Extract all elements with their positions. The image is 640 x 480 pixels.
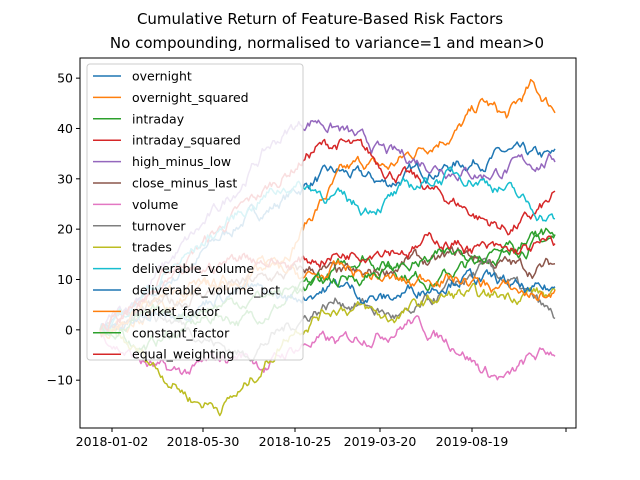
legend-label: turnover [132,218,186,233]
x-tick-label: 2018-01-02 [76,434,149,449]
chart-title: Cumulative Return of Feature-Based Risk … [137,10,503,28]
y-tick-label: 30 [57,171,73,186]
legend-label: high_minus_low [132,154,231,169]
y-tick-label: 50 [57,71,73,86]
legend-label: constant_factor [132,325,230,340]
legend-label: deliverable_volume [132,261,254,276]
legend-label: deliverable_volume_pct [132,283,280,298]
y-tick-label: 20 [57,222,73,237]
x-tick-label: 2018-05-30 [167,434,240,449]
series-line-volume [99,315,556,381]
plot-frame [79,57,577,429]
legend-box [86,63,304,361]
legend-label: close_minus_last [132,176,237,191]
legend-label: intraday [132,111,185,126]
y-tick-label: −10 [47,373,73,388]
legend-label: trades [132,240,172,255]
axis-ticks: −10 0 10 20 30 40 50 2018-01-02 2018-05-30 2018-1… [47,71,567,449]
x-tick-label: 2019-08-19 [436,434,509,449]
x-tick-label: 2019-03-20 [344,434,417,449]
legend-label: equal_weighting [132,347,234,362]
y-tick-label: 40 [57,121,73,136]
chart-subtitle: No compounding, normalised to variance=1… [110,34,544,52]
legend-label: market_factor [132,304,220,319]
series-line-trades [99,282,556,417]
y-tick-label: 0 [65,322,73,337]
x-tick-label: 2018-10-25 [259,434,332,449]
legend-label: volume [132,197,179,212]
legend-label: intraday_squared [132,133,241,148]
legend-label: overnight_squared [132,90,249,105]
legend-label: overnight [132,69,192,84]
y-tick-label: 10 [57,272,73,287]
legend: overnight overnight_squared intraday intrad… [86,63,304,362]
